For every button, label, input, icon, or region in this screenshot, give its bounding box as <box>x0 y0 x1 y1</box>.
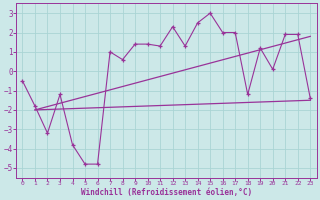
X-axis label: Windchill (Refroidissement éolien,°C): Windchill (Refroidissement éolien,°C) <box>81 188 252 197</box>
